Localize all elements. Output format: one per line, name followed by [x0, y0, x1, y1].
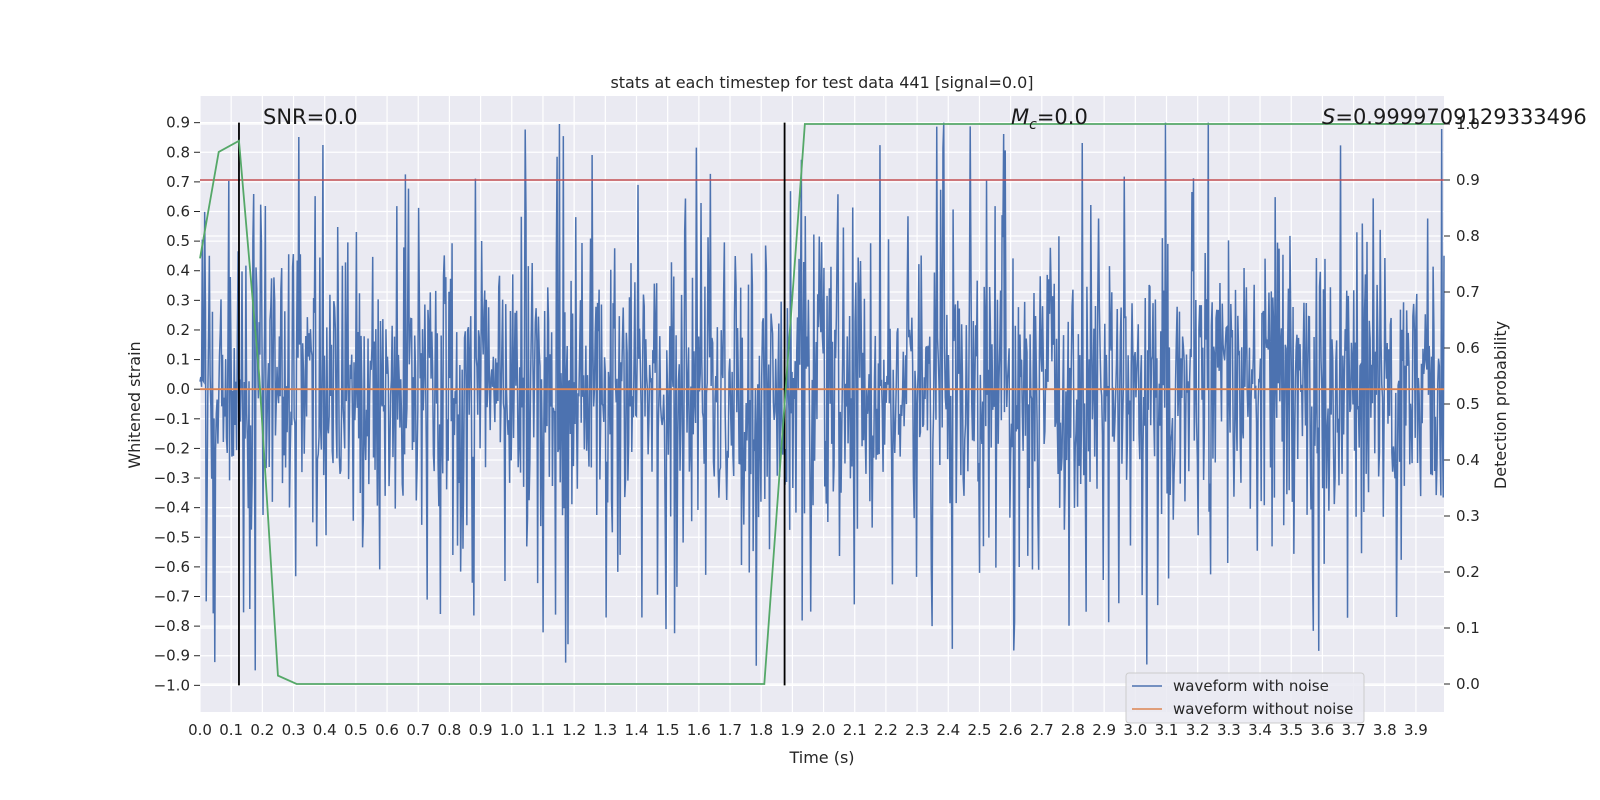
- y-tick-label: 0.1: [166, 351, 190, 369]
- x-tick-label: 3.4: [1248, 721, 1272, 739]
- y2-tick-label: 1.0: [1456, 115, 1480, 133]
- x-axis-ticks: 0.0 0.1 0.2 0.3 0.4 0.5 0.6 0.7 0.8 0.9 1.0 1.1 1.2 1…: [188, 721, 1428, 739]
- detection-probability-line: [199, 123, 1444, 685]
- y2-axis-label: Detection probability: [1491, 321, 1510, 489]
- x-tick-label: 2.7: [1030, 721, 1054, 739]
- y-tick-label: −0.7: [154, 588, 190, 606]
- chirp-mass-subscript: c: [1029, 117, 1037, 133]
- y2-tick-label: 0.5: [1456, 395, 1480, 413]
- x-tick-label: 0.7: [406, 721, 430, 739]
- x-tick-label: 2.1: [843, 721, 867, 739]
- x-tick-label: 0.3: [282, 721, 306, 739]
- legend-box: [1125, 672, 1365, 724]
- y-tick-label: −0.6: [154, 558, 190, 576]
- y2-tick-label: 0.9: [1456, 171, 1480, 189]
- x-tick-label: 1.0: [500, 721, 524, 739]
- y-tick-label: 0.5: [166, 232, 190, 250]
- y-tick-label: −0.4: [154, 499, 190, 517]
- x-tick-label: 2.0: [812, 721, 836, 739]
- snr-annotation: SNR=0.0: [263, 105, 358, 129]
- x-tick-label: 0.0: [188, 721, 212, 739]
- x-tick-label: 1.1: [531, 721, 555, 739]
- x-tick-label: 0.8: [437, 721, 461, 739]
- y-axis-label: Whitened strain: [125, 341, 144, 468]
- y-tick-label: −1.0: [154, 676, 190, 694]
- y2-tick-label: 0.2: [1456, 563, 1480, 581]
- y-tick-label: 0.2: [166, 321, 190, 339]
- x-tick-label: 1.5: [656, 721, 680, 739]
- x-tick-label: 1.7: [718, 721, 742, 739]
- chirp-mass-annotation: Mc=0.0: [1011, 105, 1088, 133]
- y-tick-label: −0.9: [154, 647, 190, 665]
- x-tick-label: 2.5: [968, 721, 992, 739]
- x-tick-label: 3.6: [1310, 721, 1334, 739]
- legend-label-clean: waveform without noise: [1173, 700, 1353, 718]
- grid: [199, 96, 1444, 712]
- y-tick-label: −0.1: [154, 410, 190, 428]
- x-tick-label: 0.6: [375, 721, 399, 739]
- y-tick-label: −0.5: [154, 528, 190, 546]
- y-tick-label: 0.9: [166, 114, 190, 132]
- x-tick-label: 2.4: [936, 721, 960, 739]
- x-tick-label: 3.1: [1155, 721, 1179, 739]
- x-tick-label: 0.5: [344, 721, 368, 739]
- chirp-mass-value: =0.0: [1037, 105, 1088, 129]
- x-tick-label: 0.9: [469, 721, 493, 739]
- y-tick-label: −0.2: [154, 439, 190, 457]
- y-tick-label: 0.4: [166, 262, 190, 280]
- y-tick-label: 0.6: [166, 203, 190, 221]
- score-annotation: S=0.9999709129333496: [1322, 105, 1587, 129]
- legend-label-noisy: waveform with noise: [1173, 677, 1329, 695]
- score-value: =0.9999709129333496: [1335, 105, 1586, 129]
- y-tick-label: 0.3: [166, 291, 190, 309]
- x-tick-label: 2.3: [905, 721, 929, 739]
- y2-tick-label: 0.4: [1456, 451, 1480, 469]
- x-tick-label: 1.8: [749, 721, 773, 739]
- chart-title: stats at each timestep for test data 441…: [610, 73, 1033, 92]
- x-tick-label: 2.2: [874, 721, 898, 739]
- y-tick-label: −0.8: [154, 617, 190, 635]
- noisy-waveform-series: [199, 122, 1445, 671]
- y2-tick-label: 0.0: [1456, 675, 1480, 693]
- x-tick-label: 3.0: [1123, 721, 1147, 739]
- y2-tick-label: 0.1: [1456, 619, 1480, 637]
- x-tick-label: 3.3: [1217, 721, 1241, 739]
- x-tick-label: 0.2: [250, 721, 274, 739]
- y2-axis-ticks: 1.0 0.9 0.8 0.7 0.6 0.5 0.4 0.3 0.2 0.1 0.0: [1444, 115, 1480, 693]
- y-axis-ticks: 0.9 0.8 0.7 0.6 0.5 0.4 0.3 0.2 0.1 0.0 −0.1 −0.2 −0…: [154, 114, 200, 694]
- x-tick-label: 1.6: [687, 721, 711, 739]
- y2-tick-label: 0.3: [1456, 507, 1480, 525]
- x-tick-label: 3.2: [1186, 721, 1210, 739]
- x-tick-label: 3.5: [1279, 721, 1303, 739]
- overlay-lines: [199, 122, 1444, 686]
- x-tick-label: 2.9: [1092, 721, 1116, 739]
- score-symbol: S: [1322, 105, 1335, 129]
- chirp-mass-symbol: M: [1011, 105, 1029, 129]
- y-tick-label: −0.3: [154, 469, 190, 487]
- y-tick-label: 0.7: [166, 173, 190, 191]
- x-tick-label: 0.1: [219, 721, 243, 739]
- x-tick-label: 3.7: [1342, 721, 1366, 739]
- x-tick-label: 1.4: [625, 721, 649, 739]
- x-axis-label: Time (s): [788, 748, 854, 767]
- x-tick-label: 0.4: [313, 721, 337, 739]
- x-tick-label: 1.2: [562, 721, 586, 739]
- x-tick-label: 2.8: [1061, 721, 1085, 739]
- y2-tick-label: 0.6: [1456, 339, 1480, 357]
- y-tick-label: 0.8: [166, 143, 190, 161]
- x-tick-label: 3.9: [1404, 721, 1428, 739]
- y2-tick-label: 0.7: [1456, 283, 1480, 301]
- x-tick-label: 2.6: [999, 721, 1023, 739]
- y2-tick-label: 0.8: [1456, 227, 1480, 245]
- x-tick-label: 3.8: [1373, 721, 1397, 739]
- noisy-waveform-line: [199, 122, 1445, 671]
- y-tick-label: 0.0: [166, 380, 190, 398]
- x-tick-label: 1.3: [593, 721, 617, 739]
- x-tick-label: 1.9: [780, 721, 804, 739]
- legend: waveform with noise waveform without noi…: [1125, 672, 1365, 724]
